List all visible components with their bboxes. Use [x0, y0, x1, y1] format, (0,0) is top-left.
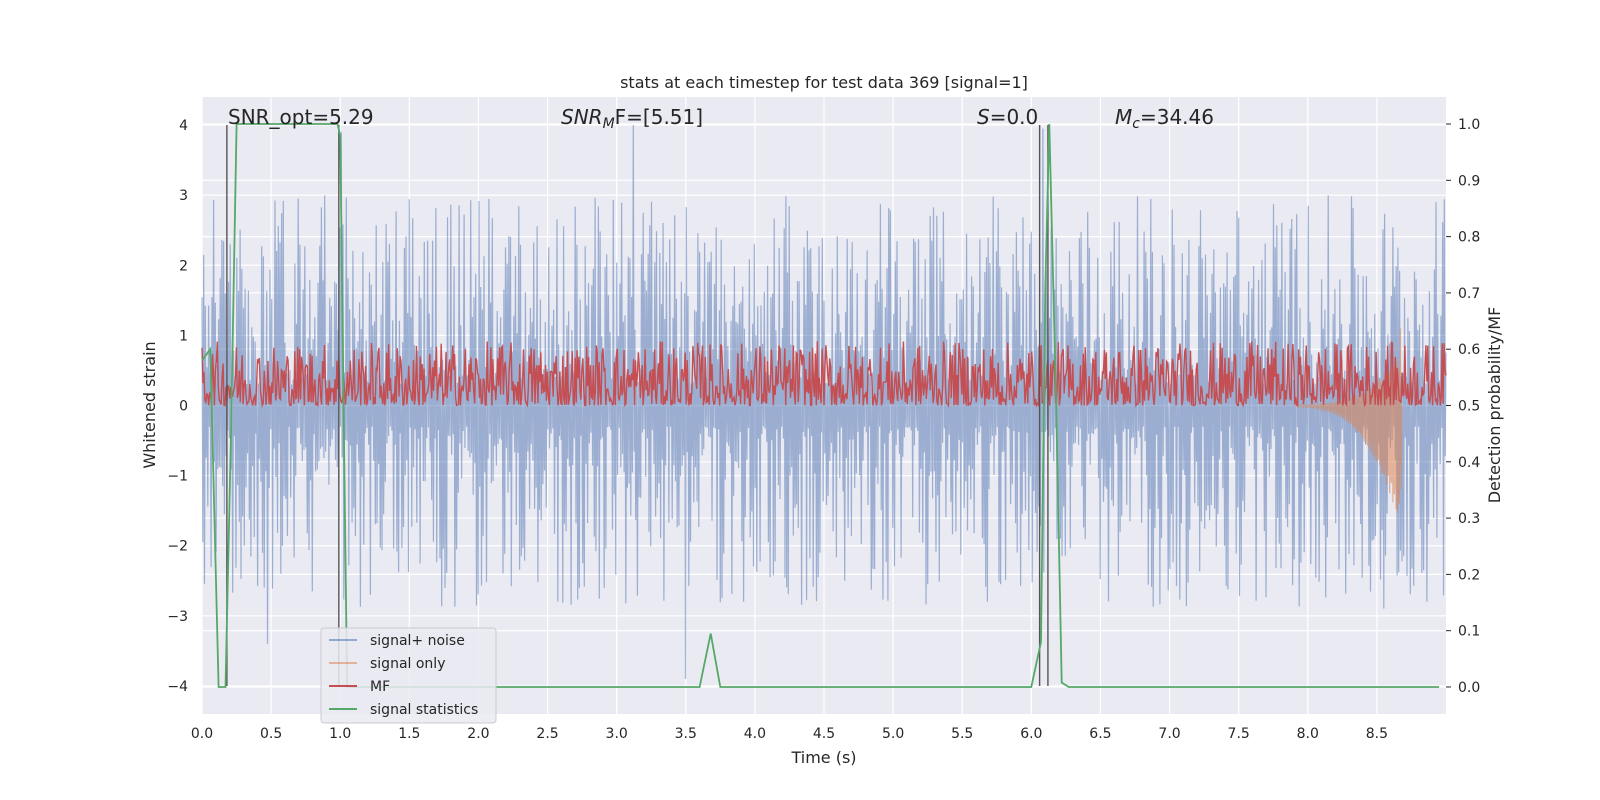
series-signal-noise [201, 124, 1447, 679]
y-right-tick-label: 1.0 [1458, 117, 1480, 133]
y-right-tick-label: 0.9 [1458, 173, 1480, 189]
legend-label-signal-only: signal only [370, 656, 445, 672]
legend-label-signal-noise: signal+ noise [370, 633, 465, 649]
annotation-snr-mf: SNRMF=[5.51] [561, 105, 703, 132]
signal-noise-line [201, 124, 1447, 679]
y-right-axis-label: Detection probability/MF [1485, 307, 1504, 504]
x-tick-label: 8.5 [1366, 726, 1388, 742]
annotation-mc-sub: c [1132, 116, 1140, 132]
chart-title: stats at each timestep for test data 369… [620, 73, 1028, 92]
y-tick-labels: 4 3 2 1 0 −1 −2 −3 −4 [167, 118, 188, 695]
annotation-snr-mf-main: SNR [561, 105, 603, 129]
annotation-s: S=0.0 [977, 105, 1038, 129]
y-right-tick-label: 0.7 [1458, 286, 1480, 302]
x-tick-label: 7.0 [1158, 726, 1180, 742]
x-tick-label: 4.0 [744, 726, 766, 742]
x-tick-label: 1.5 [398, 726, 420, 742]
y-tick-label: −4 [167, 679, 188, 695]
annotation-s-main: S [977, 105, 990, 129]
x-tick-label: 5.5 [951, 726, 973, 742]
x-tick-label: 8.0 [1297, 726, 1319, 742]
y-tick-label: −1 [167, 469, 188, 485]
y-right-tick-label: 0.1 [1458, 624, 1480, 640]
mf-line [201, 341, 1447, 409]
y-right-tick-label: 0.4 [1458, 455, 1480, 471]
y-axis-label: Whitened strain [140, 341, 159, 468]
x-tick-label: 2.0 [467, 726, 489, 742]
x-tick-label: 1.0 [329, 726, 351, 742]
legend: signal+ noise signal only MF signal stat… [320, 627, 497, 724]
x-tick-label: 6.5 [1089, 726, 1111, 742]
annotation-mc: Mc=34.46 [1115, 105, 1214, 132]
annotation-mc-rest: =34.46 [1140, 105, 1214, 129]
y-tick-label: 3 [179, 188, 188, 204]
y-tick-label: −3 [167, 609, 188, 625]
x-tick-label: 0.0 [191, 726, 213, 742]
annotation-snr-opt: SNR_opt=5.29 [228, 105, 374, 129]
y-right-tick-label: 0.6 [1458, 342, 1480, 358]
x-tick-label: 7.5 [1228, 726, 1250, 742]
signal-only-line [1293, 328, 1403, 514]
annotation-snr-mf-sub: M [603, 116, 615, 132]
x-tick-label: 3.0 [606, 726, 628, 742]
y-right-tick-label: 0.3 [1458, 511, 1480, 527]
series-mf [201, 341, 1447, 409]
x-tick-labels: 0.0 0.5 1.0 1.5 2.0 2.5 3.0 3.5 4.0 4.5 5.0 5.5 6.0 6… [191, 726, 1388, 742]
annotation-s-rest: =0.0 [990, 105, 1039, 129]
series-signal-statistics [201, 123, 1440, 688]
annotation-mc-main: M [1115, 105, 1132, 129]
x-axis-label: Time (s) [790, 748, 856, 767]
y-right-tick-label: 0.5 [1458, 399, 1480, 415]
legend-label-signal-statistics: signal statistics [370, 702, 478, 718]
x-tick-label: 2.5 [536, 726, 558, 742]
legend-label-mf: MF [370, 679, 390, 695]
series-signal-only [1293, 328, 1403, 514]
y-tick-label: 0 [179, 399, 188, 415]
x-tick-label: 3.5 [675, 726, 697, 742]
annotation-snr-mf-rest: F=[5.51] [615, 105, 703, 129]
x-tick-label: 4.5 [813, 726, 835, 742]
legend-box [320, 627, 497, 724]
y-right-tick-label: 0.0 [1458, 680, 1480, 696]
x-tick-label: 6.0 [1020, 726, 1042, 742]
y-tick-label: 1 [179, 328, 188, 344]
y-right-tick-label: 0.8 [1458, 230, 1480, 246]
x-tick-label: 0.5 [260, 726, 282, 742]
signal-statistics-line [201, 123, 1440, 688]
y-tick-label: 4 [179, 118, 188, 134]
x-tick-label: 5.0 [882, 726, 904, 742]
y-tick-label: 2 [179, 258, 188, 274]
y-right-tick-labels: 1.0 0.9 0.8 0.7 0.6 0.5 0.4 0.3 0.2 0.1 0.0 [1446, 117, 1480, 696]
y-right-tick-label: 0.2 [1458, 567, 1480, 583]
y-tick-label: −2 [167, 539, 188, 555]
